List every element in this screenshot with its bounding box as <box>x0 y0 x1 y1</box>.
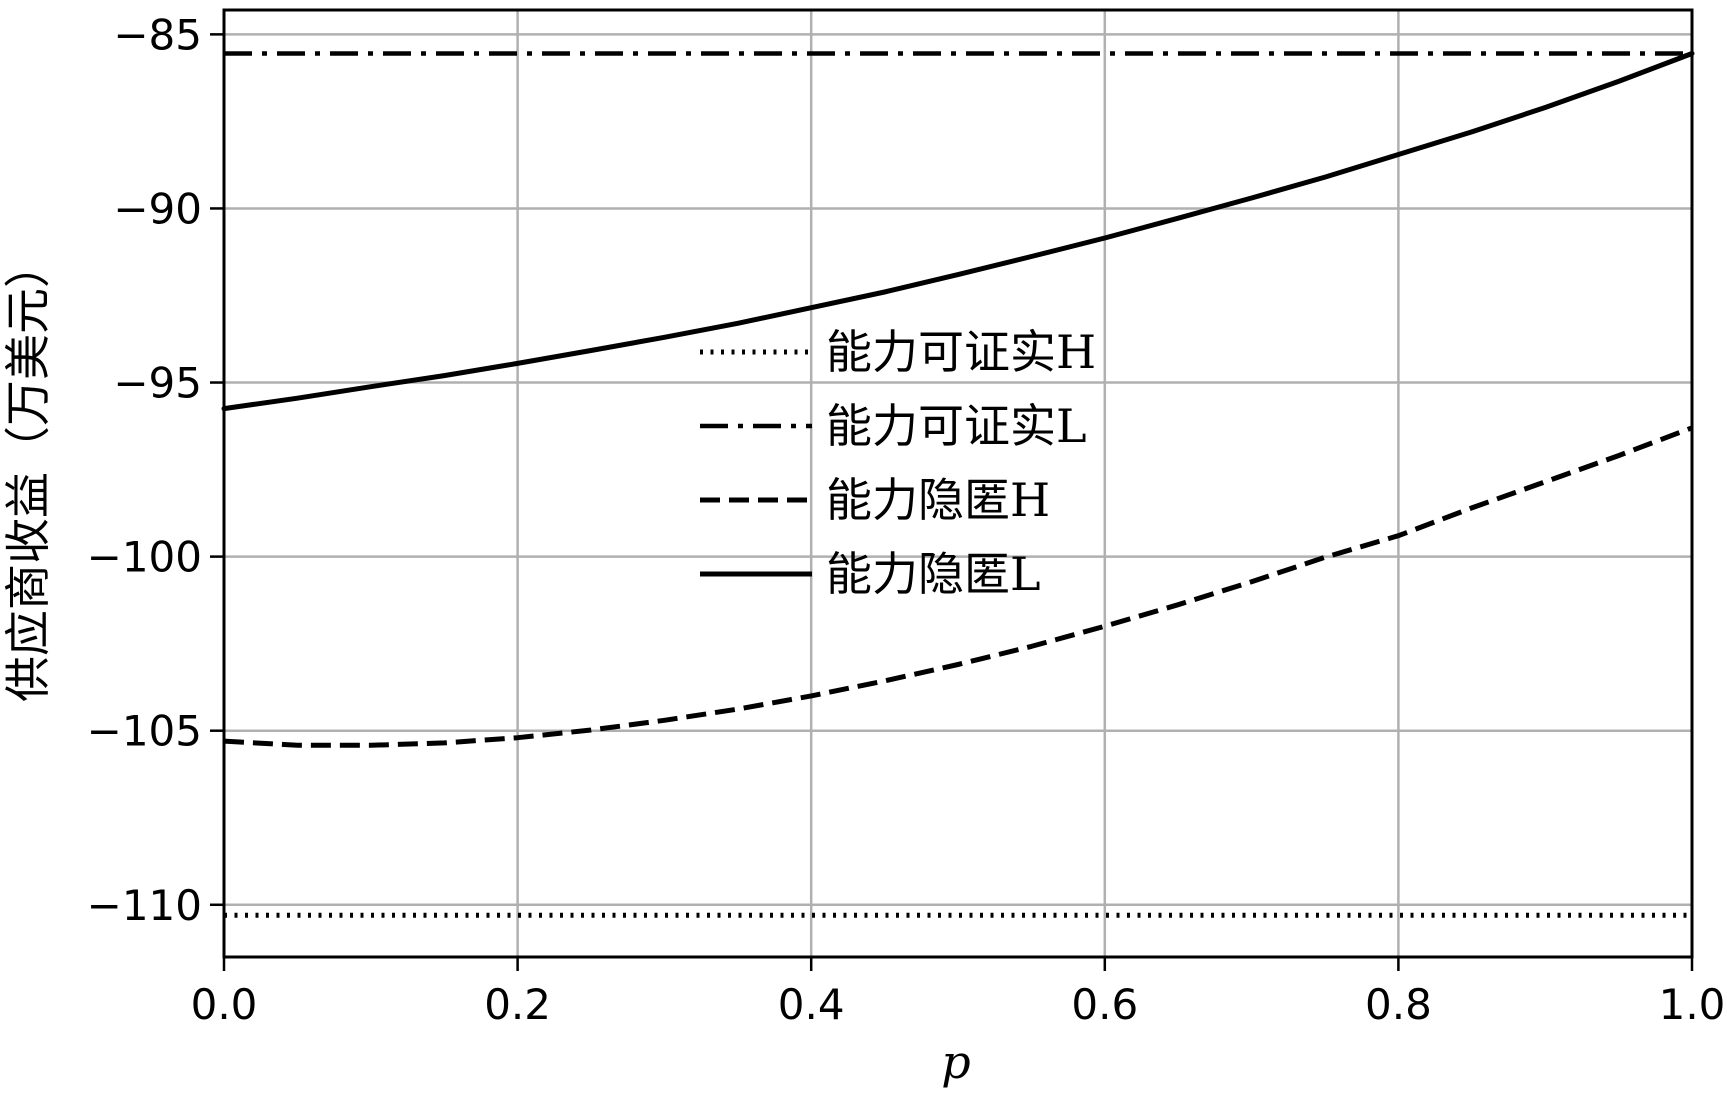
x-tick-label: 0.8 <box>1365 980 1432 1029</box>
y-axis-label: 供应商收益（万美元） <box>1 242 55 702</box>
x-tick-label: 0.2 <box>484 980 551 1029</box>
x-axis-ticks: 0.0 0.2 0.4 0.6 0.8 1.0 <box>191 957 1726 1029</box>
x-tick-label: 1.0 <box>1659 980 1726 1029</box>
series-line-dashed <box>223 425 1693 748</box>
y-tick-label: −85 <box>113 10 202 59</box>
y-tick-label: −100 <box>87 533 202 582</box>
legend-label: 能力隐匿H <box>826 473 1050 527</box>
series-lines <box>221 51 1695 918</box>
legend: 能力可证实H 能力可证实L 能力隐匿H 能力隐匿L <box>700 325 1096 601</box>
y-axis-ticks: −85 −90 −95 −100 −105 −110 <box>87 10 224 930</box>
y-tick-label: −105 <box>87 707 202 756</box>
y-tick-label: −95 <box>113 359 202 408</box>
plot-frame <box>222 8 1694 959</box>
x-tick-label: 0.4 <box>778 980 845 1029</box>
x-axis-label: p <box>941 1035 970 1089</box>
legend-label: 能力可证实H <box>826 325 1096 379</box>
series-line-solid <box>221 51 1695 412</box>
legend-label: 能力隐匿L <box>826 547 1041 601</box>
x-tick-label: 0.6 <box>1071 980 1138 1029</box>
y-tick-label: −110 <box>87 881 202 930</box>
x-tick-label: 0.0 <box>191 980 258 1029</box>
y-tick-label: −90 <box>113 184 202 233</box>
legend-label: 能力可证实L <box>826 399 1087 453</box>
